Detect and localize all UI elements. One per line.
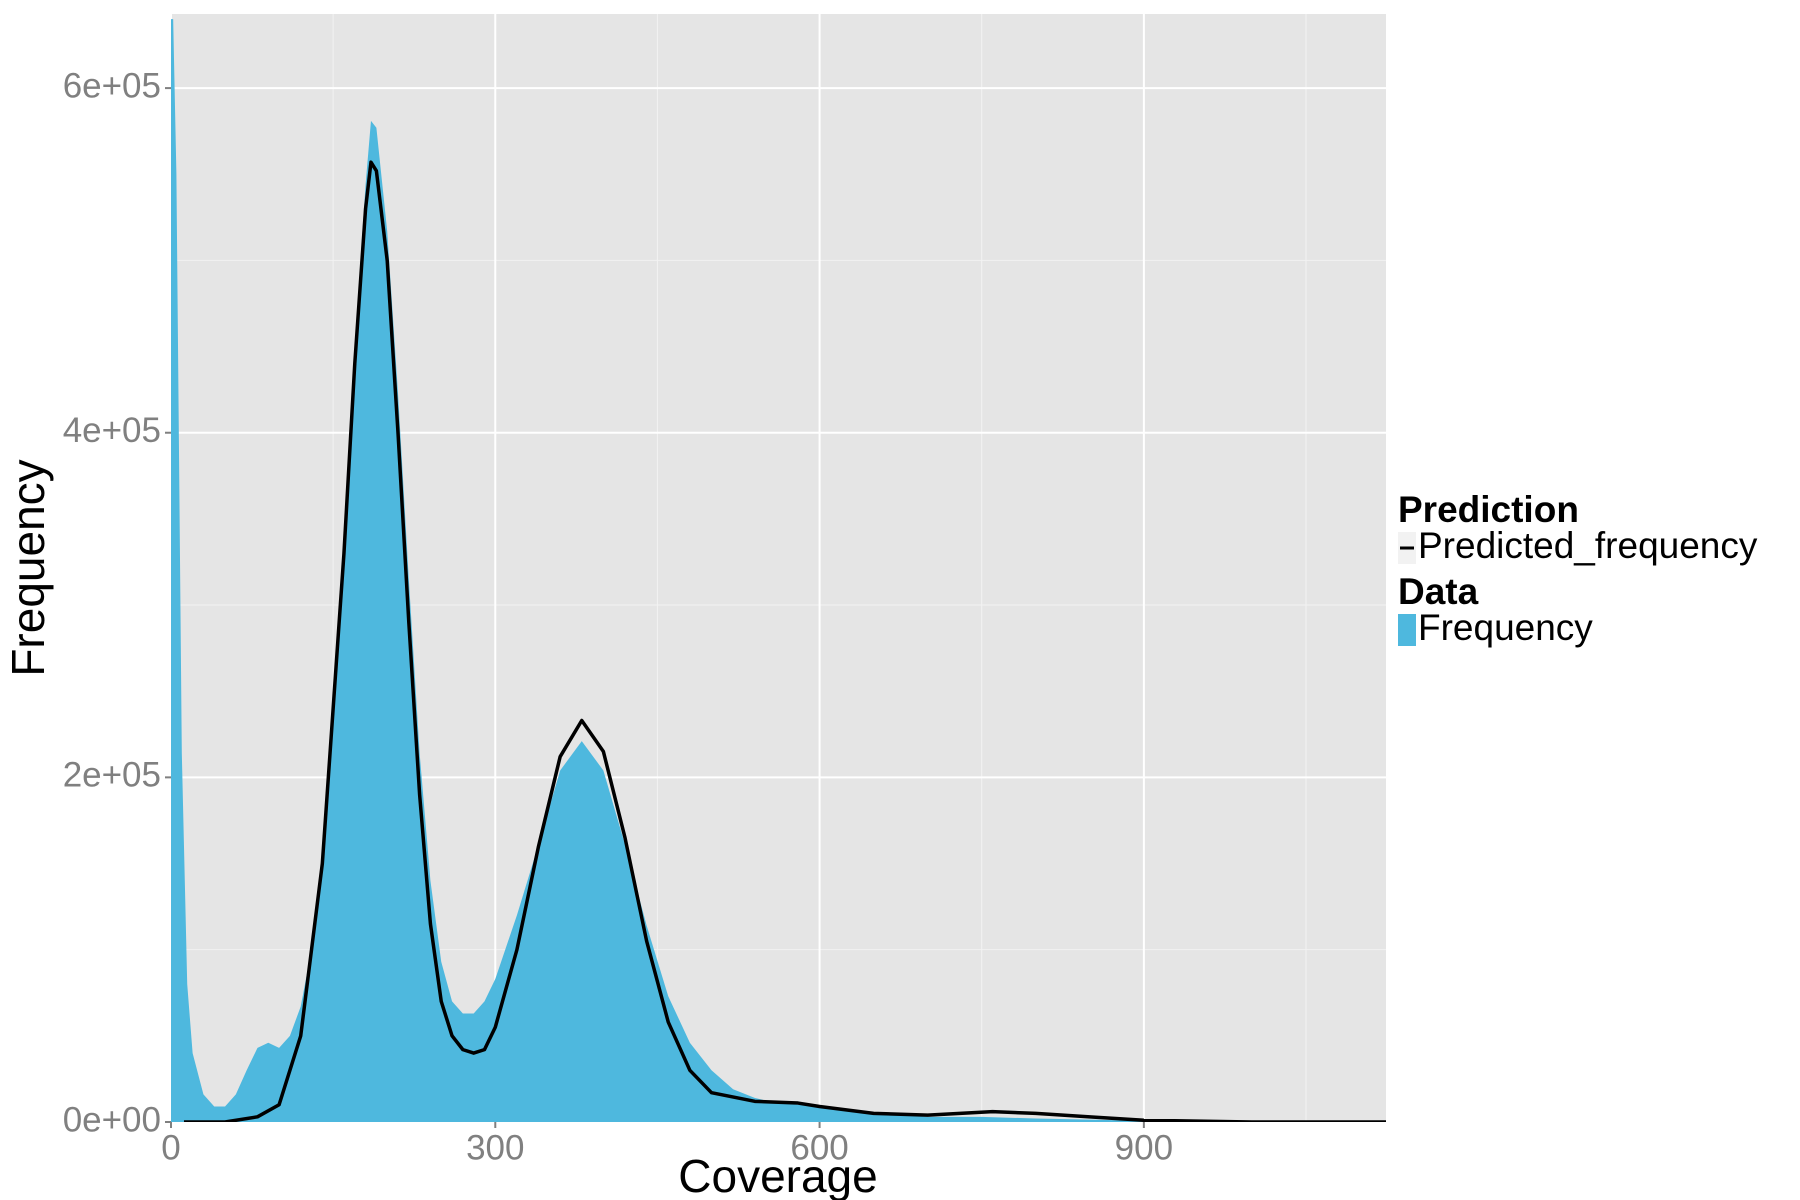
legend-title: Prediction bbox=[1398, 489, 1579, 530]
y-tick-label: 2e+05 bbox=[63, 756, 161, 795]
predicted-line bbox=[183, 160, 1386, 1122]
axes: 0 300 600 900 0e+00 2e+05 4e+05 6e+05 bbox=[63, 66, 1173, 1167]
x-tick-label: 600 bbox=[790, 1128, 848, 1167]
x-tick-label: 900 bbox=[1115, 1128, 1173, 1167]
x-axis-title: Coverage bbox=[678, 1150, 877, 1200]
plot-marks bbox=[171, 19, 1386, 1122]
legend-key bbox=[1398, 614, 1416, 646]
legend-label: Predicted_frequency bbox=[1418, 525, 1758, 566]
y-tick-label: 6e+05 bbox=[63, 66, 161, 105]
legend-label: Frequency bbox=[1418, 607, 1593, 648]
legend-title: Data bbox=[1398, 571, 1479, 612]
x-tick-label: 300 bbox=[466, 1128, 524, 1167]
y-tick-label: 4e+05 bbox=[63, 411, 161, 450]
y-tick-label: 0e+00 bbox=[63, 1100, 161, 1139]
y-axis-title: Frequency bbox=[2, 459, 54, 676]
x-tick-label: 0 bbox=[161, 1128, 180, 1167]
